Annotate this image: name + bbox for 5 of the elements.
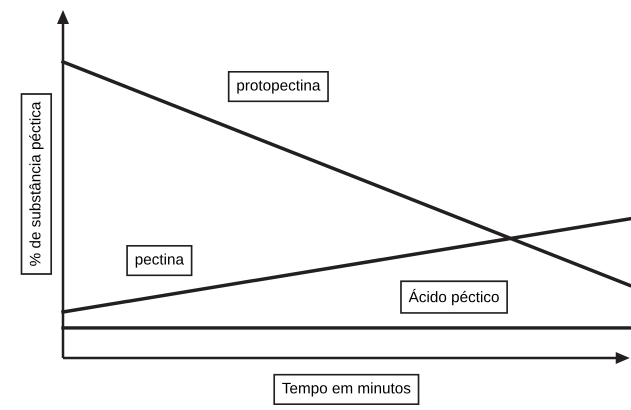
series-label: pectina: [136, 253, 184, 268]
series-label: Ácido péctico: [408, 288, 499, 306]
x-axis-title: Tempo em minutos: [282, 382, 410, 397]
text: protopectina: [237, 79, 320, 94]
y-axis-title: % de substância péctica: [29, 102, 44, 266]
